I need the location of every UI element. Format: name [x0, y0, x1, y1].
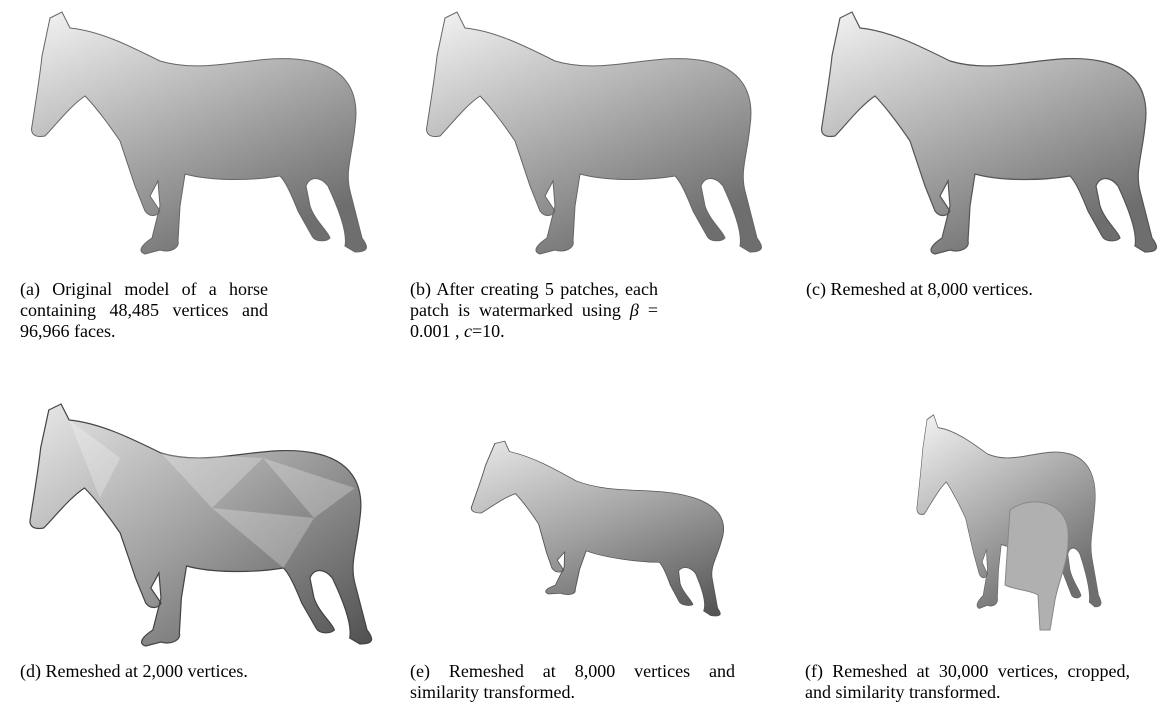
caption: (e) Remeshed at 8,000 vertices and simil… — [410, 661, 735, 703]
horse-e — [461, 438, 740, 618]
horse-f — [917, 415, 1101, 630]
caption-text: (b) After creating 5 patches, each patch… — [410, 279, 658, 320]
horse-b — [427, 12, 762, 254]
cropped-face — [1005, 502, 1068, 630]
horse-a — [32, 12, 367, 254]
caption: (d) Remeshed at 2,000 vertices. — [20, 661, 320, 682]
caption: (a) Original model of a horse containing… — [20, 279, 268, 342]
symbol: β — [630, 300, 639, 320]
caption: (b) After creating 5 patches, each patch… — [410, 279, 658, 342]
symbol: c — [464, 321, 472, 341]
caption-text: =10. — [472, 321, 505, 341]
caption: (c) Remeshed at 8,000 vertices. — [806, 279, 1106, 300]
figure: (a) Original model of a horse containing… — [0, 0, 1157, 716]
horse-images — [0, 0, 1157, 716]
horse-c — [822, 12, 1157, 254]
horse-d — [30, 404, 372, 646]
caption: (f) Remeshed at 30,000 vertices, cropped… — [805, 661, 1130, 703]
